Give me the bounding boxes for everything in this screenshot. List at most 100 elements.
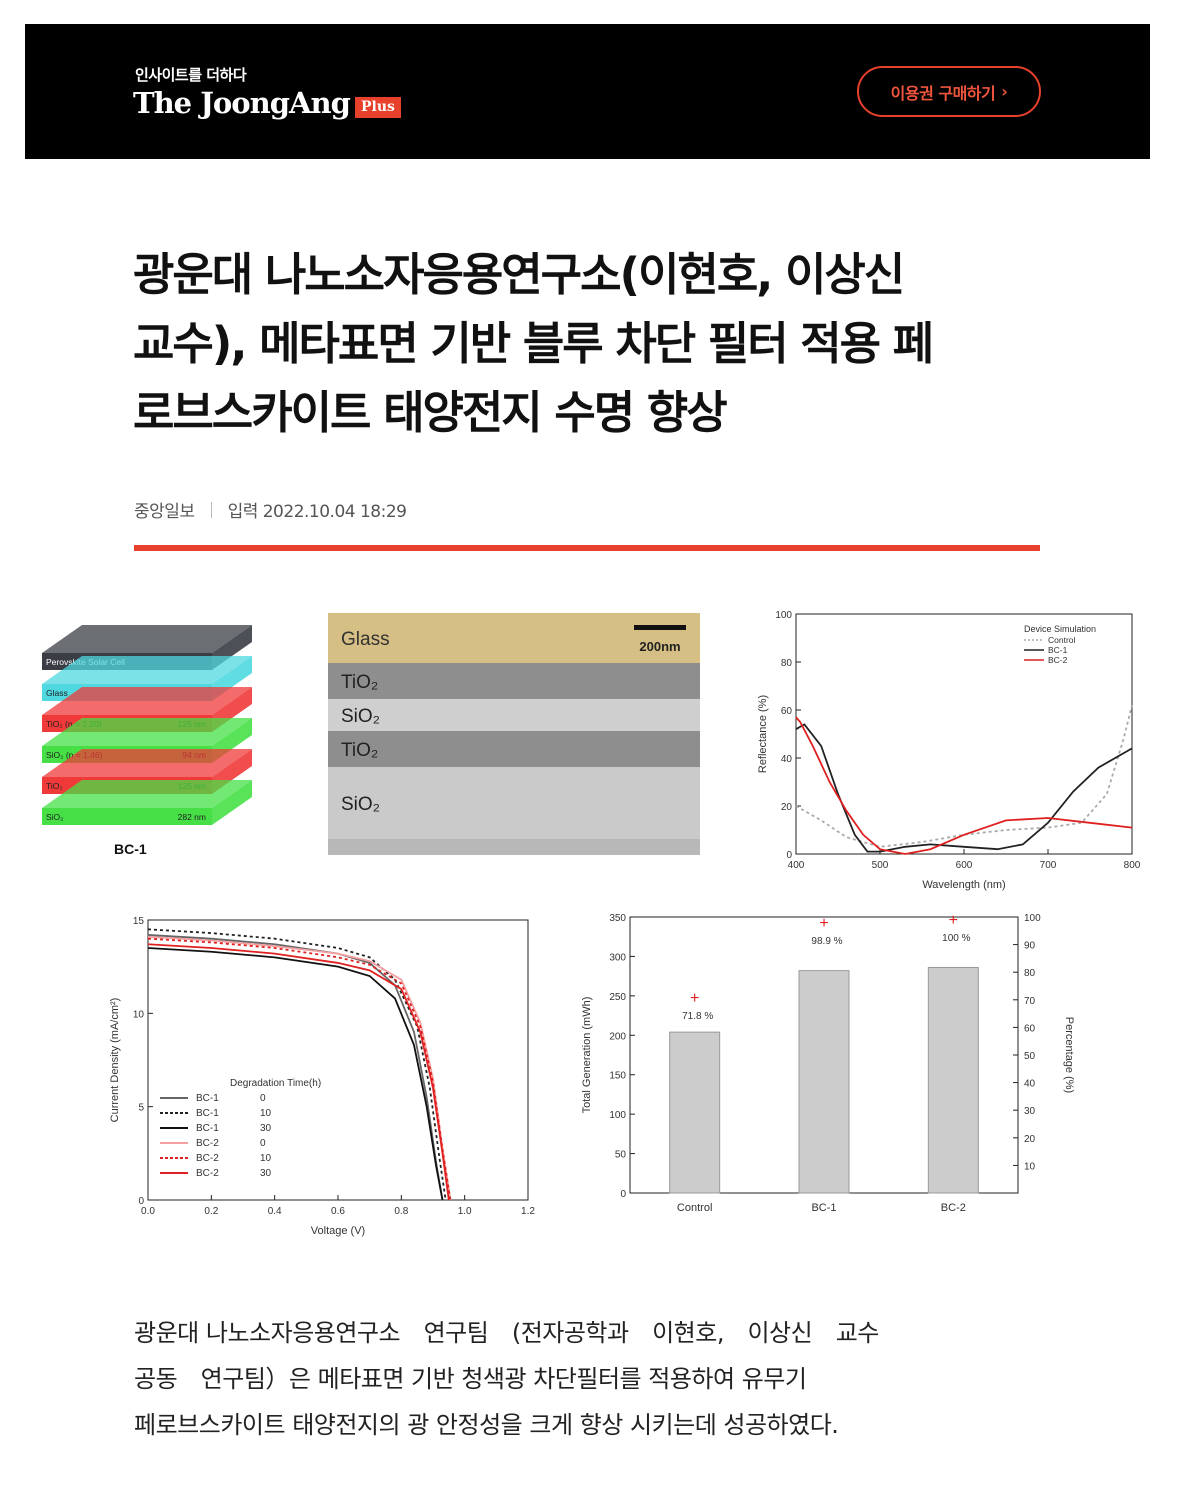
y-tick-label: 40 (781, 754, 793, 765)
y-tick-label: 100 (609, 1110, 626, 1121)
jv-chart: 0.0 0.2 0.4 0.6 0.8 1.0 1.2 0 5 10 15 Voltage (V) Cu… (100, 910, 550, 1240)
jv-chart-svg: 0.0 0.2 0.4 0.6 0.8 1.0 1.2 0 5 10 15 Voltage (V) Cu… (109, 916, 535, 1237)
percentage-label: 100 % (942, 933, 970, 944)
stack-layer-label: SiO₂ (46, 812, 63, 822)
brand-logo[interactable]: The JoongAng (133, 86, 351, 120)
y-axis-label: Total Generation (mWh) (581, 997, 593, 1114)
scale-bar (634, 625, 686, 630)
y-tick-label: 0 (786, 850, 792, 861)
y-tick-label: 10 (133, 1009, 145, 1020)
series-line (795, 704, 1133, 848)
y-tick-label: 50 (615, 1150, 627, 1161)
y-right-tick-label: 50 (1024, 1051, 1036, 1062)
y-tick-label: 0 (620, 1189, 626, 1200)
y-tick-label: 80 (781, 658, 793, 669)
sem-band (328, 767, 700, 839)
x-tick-label: 0.0 (141, 1206, 155, 1217)
x-tick-label: 500 (872, 860, 889, 871)
legend-title: Degradation Time(h) (230, 1078, 321, 1089)
series-line (795, 723, 1133, 853)
x-tick-label: Control (677, 1202, 712, 1214)
x-tick-label: 0.2 (204, 1206, 218, 1217)
x-axis-label: Wavelength (nm) (922, 879, 1005, 891)
generation-chart: 0 50 100 150 200 250 300 350 10 20 30 40 50 60 70 80 90 1… (570, 905, 1090, 1225)
sem-band-label: TiO₂ (341, 672, 378, 693)
stack-layer-label: Glass (46, 688, 68, 698)
tagline: 인사이트를 더하다 (135, 66, 247, 84)
article-source[interactable]: 중앙일보 (134, 502, 195, 522)
x-tick-label: 400 (788, 860, 805, 871)
y-right-tick-label: 90 (1024, 941, 1036, 952)
x-tick-label: 800 (1124, 860, 1141, 871)
headline-line: 교수), 메타표면 기반 블루 차단 필터 적용 페 (133, 317, 934, 370)
x-tick-label: 600 (956, 860, 973, 871)
legend-title: Device Simulation (1024, 624, 1096, 634)
y-right-tick-label: 100 (1024, 913, 1041, 924)
scale-bar-label: 200nm (639, 639, 680, 654)
percentage-marker: + (819, 915, 828, 932)
series-line (147, 943, 450, 1201)
stack-layer-top (42, 780, 252, 808)
body-line: 페로브스카이트 태양전지의 광 안정성을 크게 향상 시키는데 성공하였다. (134, 1411, 839, 1439)
sem-band (328, 731, 700, 767)
reflectance-chart-svg: 400 500 600 700 800 0 20 40 60 80 100 Wavelength (n… (757, 610, 1141, 891)
y-right-tick-label: 70 (1024, 996, 1036, 1007)
stack-diagram-svg: Perovskite Solar CellGlassTiO₂ (n = 2.20… (42, 625, 252, 857)
stack-layer-side (212, 780, 252, 825)
y-tick-label: 60 (781, 706, 793, 717)
legend-label: BC-2 (196, 1168, 219, 1179)
article-body: 광운대 나노소자응용연구소 연구팀 (전자공학과 이현호, 이상신 교수 공동 … (134, 1310, 1044, 1448)
header-banner: 인사이트를 더하다 The JoongAng Plus 이용권 구매하기 › (25, 24, 1150, 159)
percentage-label: 71.8 % (682, 1011, 713, 1022)
sem-image: Glass TiO₂ SiO₂ TiO₂ SiO₂ 200nm (328, 613, 700, 855)
y-right-tick-label: 80 (1024, 968, 1036, 979)
legend-time: 0 (260, 1138, 266, 1149)
stack-layer-top (42, 625, 252, 653)
header-rule (134, 545, 1040, 551)
legend-label: BC-1 (196, 1093, 219, 1104)
article-date: 입력 2022.10.04 18:29 (227, 502, 407, 522)
y-right-tick-label: 30 (1024, 1106, 1036, 1117)
percentage-marker: + (949, 912, 958, 929)
sem-band-label: Glass (341, 629, 390, 650)
y-tick-label: 5 (138, 1103, 144, 1114)
percentage-label: 98.9 % (811, 936, 842, 947)
stack-layer-label: TiO₂ (46, 781, 63, 791)
y-tick-label: 20 (781, 802, 793, 813)
y-right-tick-label: 60 (1024, 1023, 1036, 1034)
buy-subscription-button[interactable]: 이용권 구매하기 › (857, 66, 1041, 117)
y-tick-label: 350 (609, 913, 626, 924)
x-tick-label: 1.0 (458, 1206, 472, 1217)
bar (927, 966, 979, 1194)
sem-band (328, 613, 700, 663)
y-tick-label: 0 (138, 1196, 144, 1207)
legend-label: BC-2 (196, 1153, 219, 1164)
y-tick-label: 100 (775, 610, 792, 621)
x-axis-label: Voltage (V) (311, 1225, 365, 1237)
generation-chart-svg: 0 50 100 150 200 250 300 350 10 20 30 40 50 60 70 80 90 1… (581, 912, 1075, 1214)
percentage-marker: + (690, 990, 699, 1007)
legend-label: BC-1 (196, 1108, 219, 1119)
bar (798, 970, 850, 1194)
stack-layer-thickness: 282 nm (178, 812, 206, 822)
y-tick-label: 150 (609, 1071, 626, 1082)
legend-label: BC-1 (1048, 645, 1068, 655)
legend-label: BC-2 (1048, 655, 1068, 665)
body-line: 공동 연구팀）은 메타표면 기반 청색광 차단필터를 적용하여 유무기 (134, 1365, 807, 1393)
x-tick-label: 0.4 (268, 1206, 282, 1217)
legend-time: 30 (260, 1168, 272, 1179)
series-line (147, 947, 444, 1201)
reflectance-chart: 400 500 600 700 800 0 20 40 60 80 100 Wavelength (n… (750, 600, 1150, 900)
series-line (147, 935, 452, 1201)
legend-time: 0 (260, 1093, 266, 1104)
x-tick-label: BC-2 (941, 1202, 966, 1214)
legend-time: 10 (260, 1153, 272, 1164)
sem-band (328, 699, 700, 731)
stack-layer-top (42, 718, 252, 746)
stack-layer-top (42, 687, 252, 715)
sem-band (328, 663, 700, 699)
legend-time: 30 (260, 1123, 272, 1134)
meta-divider (210, 501, 212, 518)
legend-time: 10 (260, 1108, 272, 1119)
buy-button-label: 이용권 구매하기 (890, 83, 996, 103)
